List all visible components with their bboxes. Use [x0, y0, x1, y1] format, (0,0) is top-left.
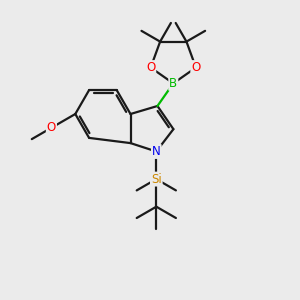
Text: O: O: [47, 121, 56, 134]
Text: B: B: [169, 77, 177, 90]
Text: Si: Si: [151, 172, 162, 186]
Text: N: N: [152, 145, 161, 158]
Text: O: O: [146, 61, 155, 74]
Text: O: O: [191, 61, 200, 74]
